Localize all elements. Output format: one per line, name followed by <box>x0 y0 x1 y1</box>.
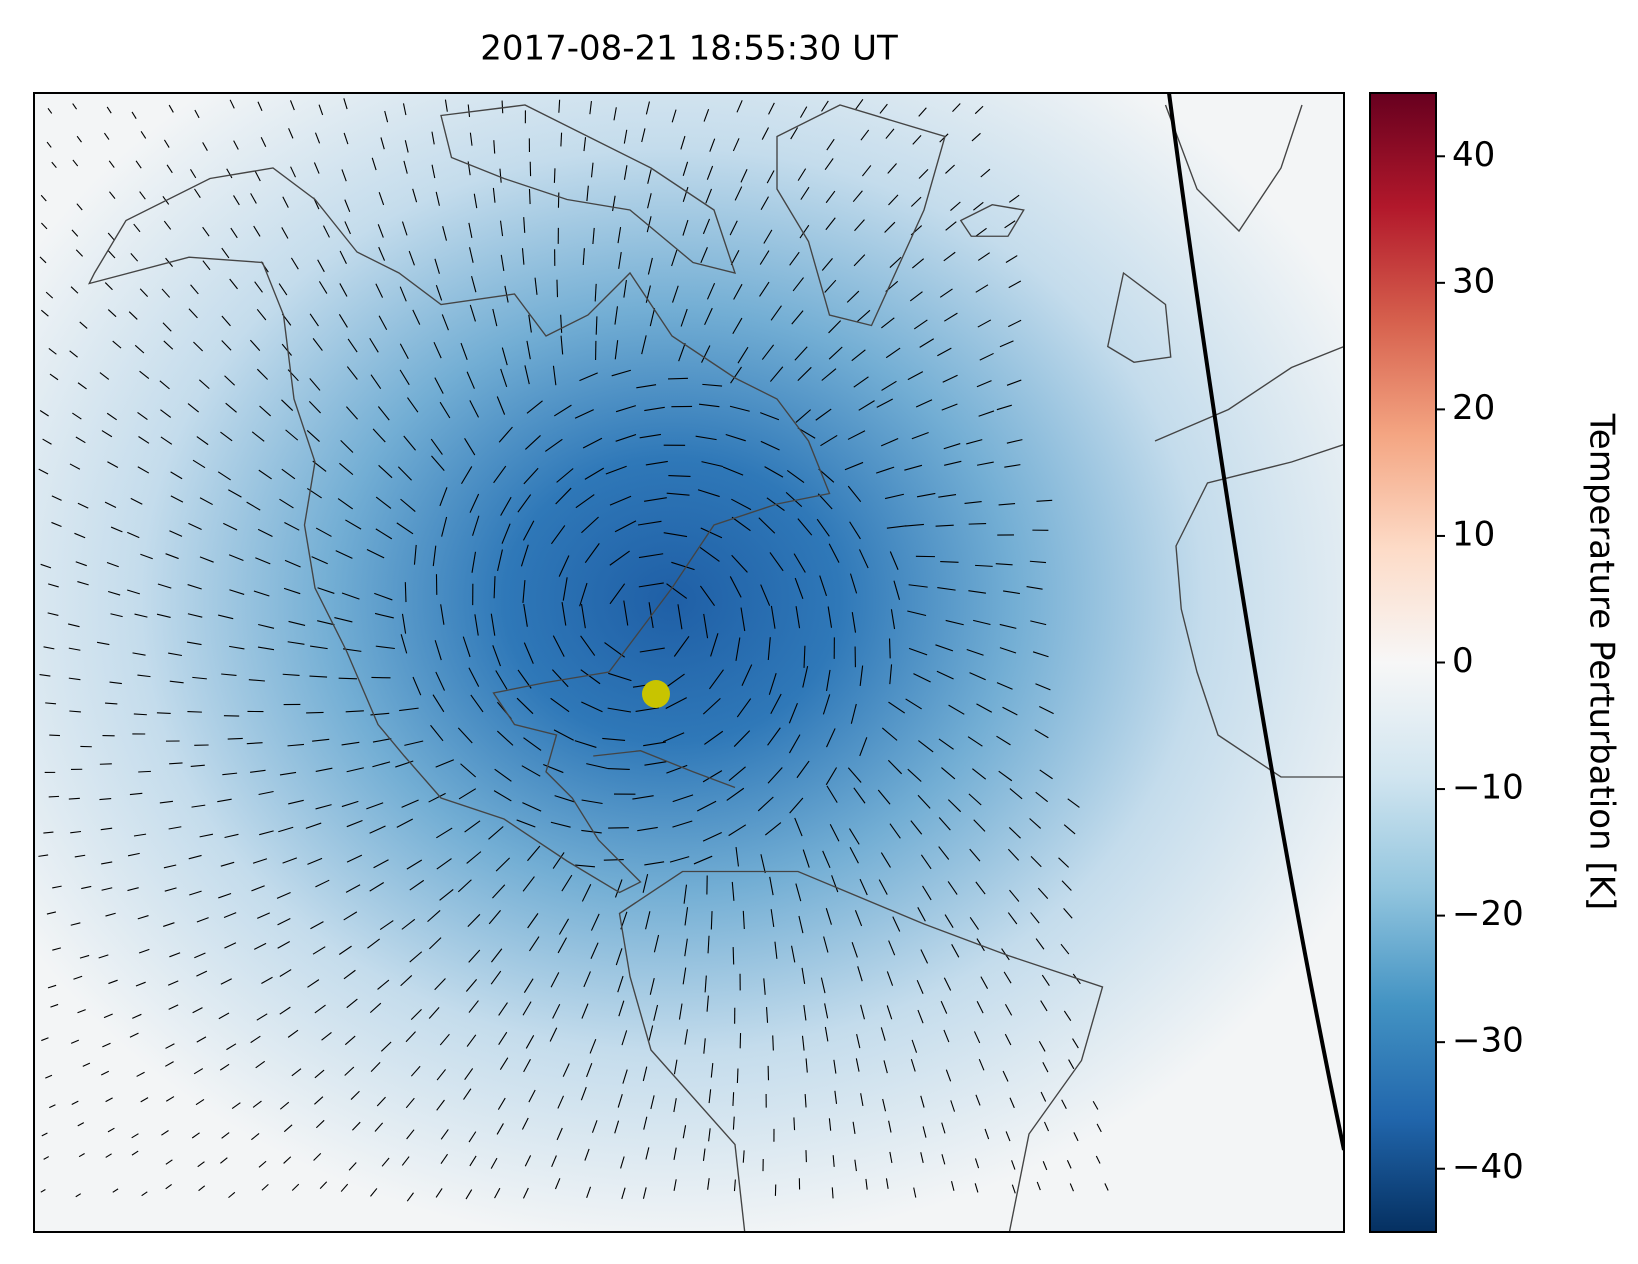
wind-vector <box>733 1092 734 1106</box>
wind-vector <box>49 796 59 797</box>
wind-vector <box>306 712 323 713</box>
colorbar-tick-label: 20 <box>1452 388 1495 428</box>
wind-vector <box>187 712 202 713</box>
wind-vector <box>228 738 243 739</box>
colorbar-tick-label: 10 <box>1452 514 1495 554</box>
colorbar-tick-label: −40 <box>1452 1147 1524 1187</box>
wind-vector <box>557 280 558 297</box>
wind-vector <box>832 1187 833 1198</box>
wind-vector <box>339 678 357 679</box>
wind-vector <box>890 638 891 658</box>
wind-vector <box>773 1035 774 1050</box>
wind-vector <box>733 947 734 964</box>
wind-vector <box>138 771 151 772</box>
colorbar-tick-label: 40 <box>1452 135 1495 175</box>
colorbar-tick-label: 0 <box>1452 641 1474 681</box>
colorbar-tick-label: 30 <box>1452 261 1495 301</box>
wind-vector <box>940 562 958 563</box>
temperature-field <box>34 93 1344 1232</box>
wind-vector <box>604 860 624 861</box>
map <box>34 93 1354 1239</box>
wind-vector <box>529 189 530 204</box>
wind-vector <box>405 582 406 602</box>
wind-vector <box>794 1117 795 1130</box>
colorbar-tick-label: −10 <box>1452 768 1524 808</box>
wind-vector <box>561 133 562 147</box>
wind-vector <box>596 316 597 334</box>
wind-vector <box>157 713 171 714</box>
wind-vector <box>69 798 80 799</box>
colorbar-tick-label: −20 <box>1452 894 1524 934</box>
wind-vector <box>668 378 688 379</box>
colorbar <box>1370 93 1436 1232</box>
wind-vector <box>502 101 503 114</box>
wind-vector <box>711 911 712 929</box>
eclipse-center-marker <box>642 680 670 708</box>
wind-vector <box>737 1068 738 1083</box>
map-title: 2017-08-21 18:55:30 UT <box>480 29 898 69</box>
wind-vector <box>554 168 555 183</box>
colorbar-label: Temperature Perturbation [K] <box>1582 413 1622 910</box>
wind-vector <box>969 524 986 525</box>
colorbar-tick-label: −30 <box>1452 1021 1524 1061</box>
